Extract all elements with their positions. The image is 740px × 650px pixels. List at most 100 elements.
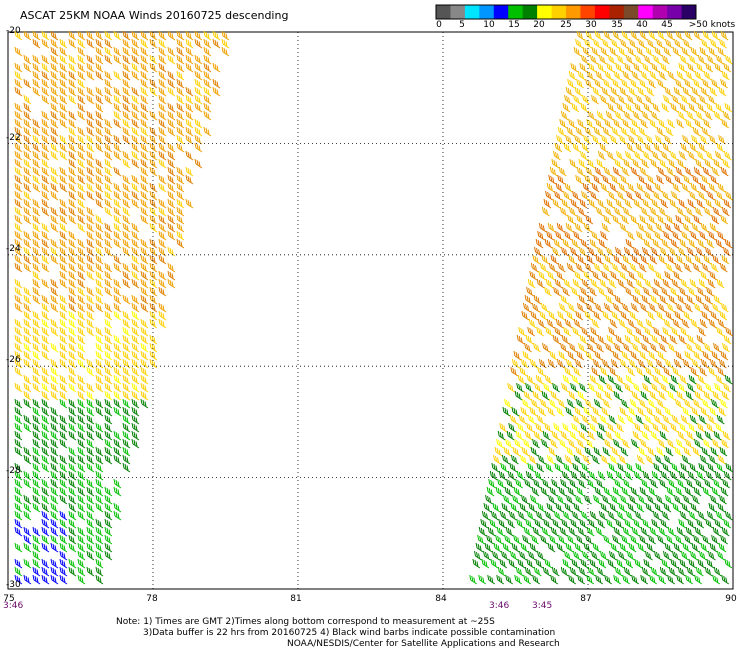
wind-barb	[86, 214, 95, 225]
colorbar-segment	[464, 5, 480, 19]
barb-stroke	[596, 566, 605, 577]
wind-barb	[683, 262, 692, 273]
barb-stroke	[32, 278, 41, 289]
barb-stroke	[706, 150, 714, 161]
barb-stroke	[167, 246, 176, 257]
barb-stroke	[665, 310, 674, 321]
barb-stroke	[555, 182, 564, 193]
wind-barb	[122, 214, 131, 225]
barb-stroke	[625, 374, 634, 385]
wind-barb	[597, 62, 606, 73]
wind-barb	[488, 478, 497, 489]
barb-stroke	[95, 502, 104, 513]
wind-barb	[32, 334, 41, 345]
barb-stroke	[104, 206, 113, 217]
barb-stroke	[621, 78, 630, 89]
wind-barb	[544, 510, 553, 521]
barb-stroke	[680, 326, 689, 337]
barb-stroke	[580, 238, 589, 249]
barb-stroke	[701, 174, 710, 185]
wind-barb	[551, 478, 560, 489]
barb-stroke	[104, 366, 113, 377]
wind-barb	[522, 350, 531, 361]
wind-barb	[615, 62, 624, 73]
wind-barb	[708, 550, 716, 561]
wind-barb	[566, 494, 574, 505]
wind-barb	[557, 310, 566, 321]
barb-stroke	[203, 62, 212, 73]
wind-barb	[648, 486, 657, 497]
barb-stroke	[185, 118, 194, 129]
wind-barb	[710, 38, 718, 49]
wind-barb	[644, 414, 653, 425]
barb-stroke	[650, 566, 659, 577]
barb-stroke	[480, 518, 489, 529]
barb-stroke	[77, 158, 86, 169]
wind-barb	[611, 262, 620, 273]
wind-barb	[596, 566, 605, 577]
wind-barb	[615, 470, 624, 481]
barb-stroke	[668, 478, 677, 489]
barb-stroke	[644, 142, 653, 153]
wind-barb	[681, 550, 689, 561]
barb-stroke	[603, 534, 611, 545]
barb-stroke	[68, 62, 77, 73]
barb-stroke	[104, 510, 113, 521]
barb-stroke	[95, 198, 104, 209]
wind-barb	[59, 70, 68, 81]
colorbar-segment	[436, 5, 451, 19]
wind-barb	[86, 70, 95, 81]
barb-stroke	[68, 294, 77, 305]
wind-barb	[14, 134, 23, 145]
wind-barb	[533, 478, 542, 489]
barb-stroke	[624, 470, 633, 481]
barb-stroke	[86, 326, 95, 337]
barb-stroke	[23, 422, 32, 433]
barb-stroke	[533, 294, 542, 305]
wind-barb	[68, 446, 77, 457]
wind-barb	[616, 102, 625, 113]
barb-stroke	[628, 270, 637, 281]
wind-barb	[122, 78, 131, 89]
barb-stroke	[86, 478, 95, 489]
wind-barb	[32, 550, 41, 561]
wind-barb	[677, 110, 686, 121]
barb-stroke	[648, 350, 657, 361]
wind-barb	[646, 406, 655, 417]
barb-stroke	[563, 142, 572, 153]
wind-barb	[563, 190, 571, 201]
wind-barb	[140, 166, 149, 177]
barb-stroke	[104, 222, 113, 233]
wind-barb	[50, 358, 59, 369]
barb-stroke	[131, 334, 140, 345]
barb-stroke	[565, 86, 574, 97]
barb-stroke	[526, 510, 535, 521]
barb-stroke	[113, 486, 122, 497]
barb-stroke	[679, 558, 688, 569]
wind-barb	[86, 38, 95, 49]
barb-stroke	[602, 446, 611, 457]
barb-stroke	[517, 422, 526, 433]
barb-stroke	[50, 294, 59, 305]
barb-stroke	[645, 230, 653, 241]
wind-barb	[671, 190, 679, 201]
wind-barb	[131, 390, 140, 401]
wind-barb	[104, 118, 113, 129]
barb-stroke	[167, 30, 176, 41]
barb-stroke	[50, 174, 59, 185]
wind-barb	[597, 246, 605, 257]
barb-stroke	[621, 486, 630, 497]
barb-stroke	[598, 558, 607, 569]
barb-stroke	[41, 206, 50, 217]
barb-stroke	[591, 318, 600, 329]
wind-barb	[681, 318, 690, 329]
barb-stroke	[658, 254, 667, 265]
wind-barb	[41, 406, 50, 417]
barb-stroke	[691, 358, 700, 369]
wind-barb	[86, 366, 95, 377]
wind-barb	[14, 214, 23, 225]
wind-barb	[532, 574, 541, 585]
wind-barb	[176, 110, 185, 121]
wind-barb	[614, 158, 623, 169]
wind-barb	[665, 494, 673, 505]
